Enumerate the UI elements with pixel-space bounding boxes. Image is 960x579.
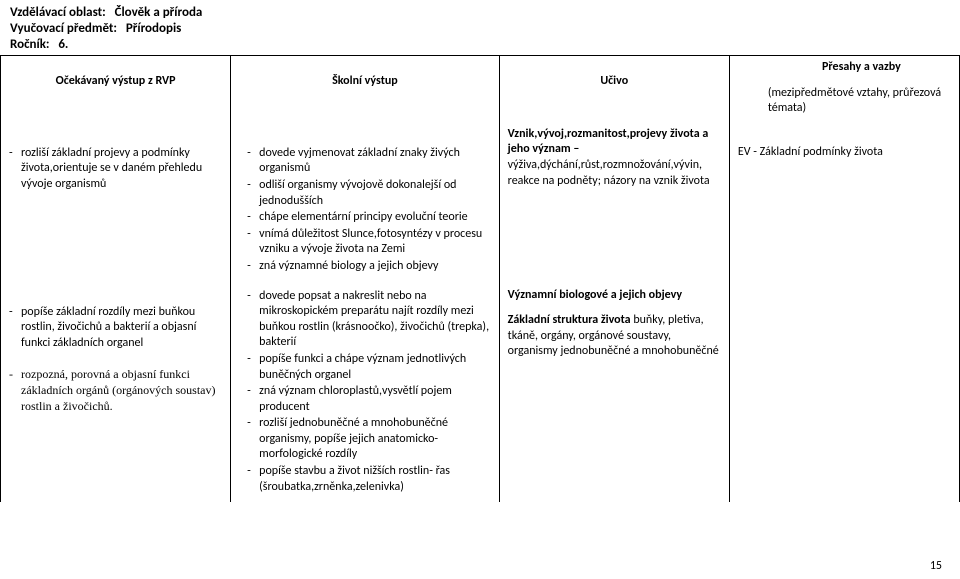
grade-label: Ročník: [10,37,50,52]
col-header-links-line1: Přesahy a vazby [768,60,955,76]
table-row: rozliší základní projevy a podmínky živo… [1,121,960,282]
list-item: popíše stavbu a život nižších rostlin- ř… [239,464,491,495]
cell-school: dovede vyjmenovat základní znaky živých … [231,121,500,282]
topic-title: Základní struktura života [508,313,631,327]
area-label: Vzdělávací oblast: [10,5,106,20]
col-header-links: Přesahy a vazby (mezipředmětové vztahy, … [729,56,959,121]
list-item: zná význam chloroplastů,vysvětlí pojem p… [239,384,491,415]
list-item: dovede popsat a nakreslit nebo na mikros… [239,289,491,351]
subject-value: Přírodopis [126,21,182,36]
subject-label: Vyučovací předmět: [10,21,117,36]
cell-school: dovede popsat a nakreslit nebo na mikros… [231,282,500,503]
list-item: vnímá důležitost Slunce,fotosyntézy v pr… [239,227,491,258]
cell-rvp: popíše základní rozdíly mezi buňkou rost… [1,282,231,503]
topic-text: výživa,dýchání,růst,rozmnožování,vývin, … [508,158,710,188]
col-header-school: Školní výstup [231,56,500,121]
cell-ucivo: Významní biologové a jejich objevy Zákla… [499,282,729,503]
list-item: chápe elementární principy evoluční teor… [239,210,491,226]
topic-block: Základní struktura života buňky, pletiva… [508,313,721,360]
table-header-row: Očekávaný výstup z RVP Školní výstup Uči… [1,56,960,121]
doc-header: Vzdělávací oblast: Člověk a příroda Vyuč… [0,0,960,55]
cell-links [729,282,959,503]
list-item: popíše funkci a chápe význam jednotlivýc… [239,352,491,383]
list-item: zná významné biology a jejich objevy [239,259,491,275]
list-item: dovede vyjmenovat základní znaky živých … [239,146,491,177]
topic-title: Významní biologové a jejich objevy [508,288,721,304]
page-number: 15 [930,559,942,573]
list-item: rozpozná, porovná a objasní funkci zákla… [9,367,222,414]
topic-block: Vznik,vývoj,rozmanitost,projevy života a… [508,127,721,189]
area-value: Člověk a příroda [115,5,203,20]
col-header-links-line2: (mezipředmětové vztahy, průřezová témata… [768,86,955,117]
topic-title: Vznik,vývoj,rozmanitost,projevy života a… [508,127,709,157]
list-item: odliší organismy vývojově dokonalejší od… [239,178,491,209]
cross-link: EV - Základní podmínky života [738,145,951,161]
list-item: rozliší jednobuněčné a mnohobuněčné orga… [239,416,491,463]
cell-links: EV - Základní podmínky života [729,121,959,282]
table-row: popíše základní rozdíly mezi buňkou rost… [1,282,960,503]
grade-value: 6. [58,37,68,52]
list-item: rozliší základní projevy a podmínky živo… [9,146,222,193]
cell-rvp: rozliší základní projevy a podmínky živo… [1,121,231,282]
curriculum-table: Očekávaný výstup z RVP Školní výstup Uči… [0,55,960,502]
col-header-ucivo: Učivo [499,56,729,121]
cell-ucivo: Vznik,vývoj,rozmanitost,projevy života a… [499,121,729,282]
list-item: popíše základní rozdíly mezi buňkou rost… [9,305,222,352]
col-header-rvp: Očekávaný výstup z RVP [1,56,231,121]
